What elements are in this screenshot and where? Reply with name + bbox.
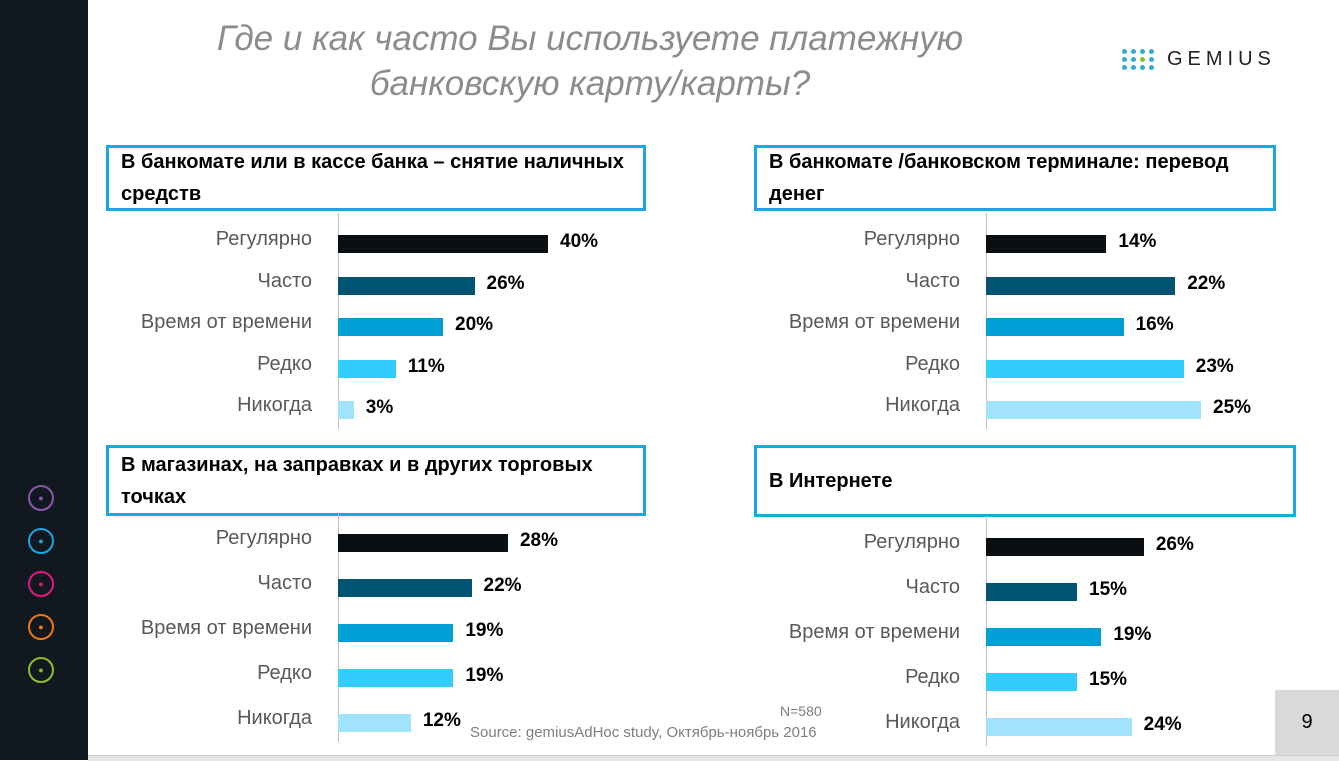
data-label: 26% [486, 272, 525, 294]
data-label: 16% [1135, 314, 1174, 335]
book-icon[interactable]: ● [28, 657, 54, 683]
data-label: 22% [1187, 272, 1226, 294]
bar [338, 669, 454, 687]
category-label: Регулярно [863, 228, 960, 250]
logo-dots-icon [1122, 49, 1155, 70]
category-label: Никогда [885, 711, 960, 733]
data-label: 28% [519, 530, 558, 551]
page-number: 9 [1275, 690, 1339, 755]
category-label: Время от времени [140, 617, 312, 639]
chart-title-atm-cash: В банкомате или в кассе банка – снятие н… [106, 145, 646, 211]
category-label: Часто [257, 269, 312, 292]
chart-title-internet: В Интернете [754, 445, 1296, 517]
category-label: Никогда [237, 394, 312, 416]
bar [338, 276, 475, 295]
category-label: Часто [257, 572, 312, 594]
chart-title-atm-transfer: В банкомате /банковском терминале: перев… [754, 145, 1276, 211]
category-label: Часто [905, 576, 960, 598]
category-label: Регулярно [863, 531, 960, 553]
data-label: 26% [1155, 534, 1194, 555]
sidebar: ● ● ● ● ● [0, 0, 88, 760]
category-label: Время от времени [140, 311, 312, 333]
bar [338, 359, 396, 378]
bar [986, 583, 1078, 601]
category-label: Время от времени [788, 311, 960, 333]
bar [338, 318, 443, 336]
logo-text: GEMIUS [1167, 48, 1276, 70]
data-label: 19% [465, 620, 504, 641]
data-label: 19% [1113, 624, 1152, 645]
category-label: Редко [905, 666, 960, 688]
data-label: 11% [407, 355, 445, 377]
data-label: 3% [365, 397, 394, 418]
category-label: Редко [905, 352, 960, 375]
data-label: 25% [1213, 397, 1252, 418]
data-label: 24% [1143, 714, 1182, 735]
bar [338, 534, 508, 552]
bar [986, 401, 1201, 419]
wrench-icon[interactable]: ● [28, 614, 54, 640]
category-label: Регулярно [215, 527, 312, 549]
data-label: 14% [1118, 231, 1157, 252]
bar [338, 714, 411, 732]
bar [338, 624, 454, 642]
data-label: 20% [455, 314, 494, 335]
data-label: 19% [465, 665, 504, 686]
slide-title: Где и как часто Вы используете платежную… [216, 19, 964, 103]
source-note: Source: gemiusAdHoc study, Октябрь-ноябр… [470, 724, 817, 741]
category-label: Редко [257, 662, 312, 684]
category-label: Никогда [885, 394, 960, 416]
bar [986, 718, 1132, 736]
bar [986, 318, 1124, 336]
data-label: 12% [422, 710, 461, 731]
chart-title-stores: В магазинах, на заправках и в других тор… [106, 445, 646, 516]
bar [986, 276, 1176, 295]
people-icon[interactable]: ● [28, 485, 54, 511]
sample-size: N=580 [780, 703, 822, 719]
data-label: 15% [1089, 579, 1128, 600]
data-label: 15% [1089, 669, 1128, 690]
bottom-strip [88, 755, 1339, 761]
bar [986, 628, 1102, 646]
category-label: Время от времени [788, 621, 960, 643]
bar [338, 401, 354, 419]
data-label: 40% [560, 231, 599, 252]
bar [986, 538, 1144, 556]
data-label: 22% [483, 575, 522, 596]
category-label: Редко [257, 352, 312, 375]
data-label: 23% [1195, 355, 1234, 377]
lightbulb-icon[interactable]: ● [28, 528, 54, 554]
bar [986, 235, 1107, 253]
bar [986, 673, 1078, 691]
category-label: Никогда [237, 707, 312, 729]
bar [338, 579, 472, 597]
gemius-logo: GEMIUS [1122, 48, 1276, 71]
bar [338, 235, 548, 253]
category-label: Регулярно [215, 228, 312, 250]
category-label: Часто [905, 269, 960, 292]
cart-icon[interactable]: ● [28, 571, 54, 597]
bar [986, 359, 1184, 378]
